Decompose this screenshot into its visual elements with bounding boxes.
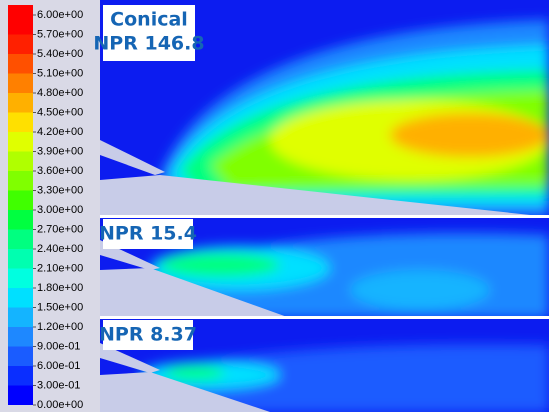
colorbar-tick-label: 9.00e-01 bbox=[37, 340, 80, 352]
colorbar-tick-label: 4.50e+00 bbox=[37, 106, 83, 118]
colorbar-tick-label: 3.90e+00 bbox=[37, 145, 83, 157]
color-band bbox=[8, 249, 33, 269]
color-band bbox=[8, 191, 33, 211]
colorbar-tick-label: 4.20e+00 bbox=[37, 126, 83, 138]
colorbar-tick-label: 2.10e+00 bbox=[37, 262, 83, 274]
colorbar-tick-label: 2.40e+00 bbox=[37, 243, 83, 255]
colorbar-tick-label: 6.00e+00 bbox=[37, 9, 83, 21]
color-band bbox=[8, 230, 33, 250]
color-band bbox=[8, 54, 33, 74]
color-band bbox=[8, 366, 33, 386]
color-band bbox=[8, 152, 33, 172]
colorbar-tick-label: 4.80e+00 bbox=[37, 87, 83, 99]
colorbar-tick-label: 5.40e+00 bbox=[37, 48, 83, 60]
figure: 0.00e+00 3.00e-01 6.00e-01 9.00e-01 1.20e+00… bbox=[0, 0, 549, 412]
color-band bbox=[8, 74, 33, 94]
color-band bbox=[8, 93, 33, 113]
colorbar-tick-label: 1.80e+00 bbox=[37, 282, 83, 294]
colorbar-tick-label: 5.10e+00 bbox=[37, 67, 83, 79]
color-band bbox=[8, 210, 33, 230]
color-band bbox=[8, 308, 33, 328]
color-band bbox=[8, 288, 33, 308]
color-band bbox=[8, 386, 33, 406]
colorbar-tick-label: 3.00e+00 bbox=[37, 204, 83, 216]
colorbar-tick-label: 3.60e+00 bbox=[37, 165, 83, 177]
color-band bbox=[8, 132, 33, 152]
panel-label: NPR 146.8 bbox=[93, 33, 204, 55]
colorbar-tick-label: 5.70e+00 bbox=[37, 28, 83, 40]
colorbar-tick-label: 3.30e+00 bbox=[37, 184, 83, 196]
colorbar-tick-label: 6.00e-01 bbox=[37, 360, 80, 372]
color-band bbox=[8, 347, 33, 367]
panel-label: NPR 8.37 bbox=[99, 324, 197, 346]
colorbar-tick-label: 0.00e+00 bbox=[37, 399, 83, 411]
color-band bbox=[8, 5, 33, 35]
panel-divider bbox=[100, 316, 549, 319]
colorbar-tick-label: 3.00e-01 bbox=[37, 379, 80, 391]
color-band bbox=[8, 113, 33, 133]
colorbar-tick-label: 1.50e+00 bbox=[37, 301, 83, 313]
panel-divider bbox=[100, 215, 549, 218]
color-band bbox=[8, 269, 33, 289]
panel-label: Conical bbox=[110, 9, 188, 31]
colorbar-tick-label: 2.70e+00 bbox=[37, 223, 83, 235]
color-band bbox=[8, 171, 33, 191]
color-band bbox=[8, 35, 33, 55]
colorbar-tick-label: 1.20e+00 bbox=[37, 321, 83, 333]
panel-label: NPR 15.4 bbox=[99, 223, 197, 245]
color-band bbox=[8, 327, 33, 347]
